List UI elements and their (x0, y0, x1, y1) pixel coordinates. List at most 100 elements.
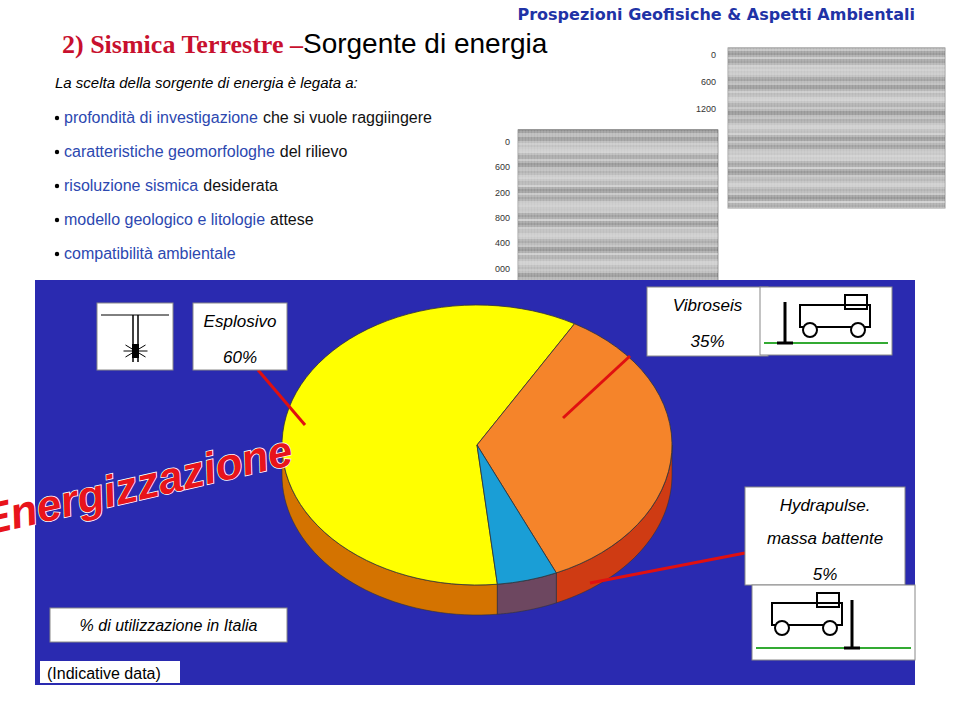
seismic-trace (563, 130, 564, 280)
seismic-trace (761, 48, 762, 208)
icon-cab (817, 593, 839, 607)
seismic-reflector (728, 138, 945, 139)
seismic-trace (770, 48, 771, 208)
icon-cab (845, 295, 867, 309)
seismic-trace (551, 130, 552, 280)
seismic-trace (842, 48, 843, 208)
seismic-reflector (728, 158, 945, 159)
seismic-reflector (728, 52, 945, 53)
seismic-reflector (728, 154, 945, 155)
slice-label: Esplosivo (204, 312, 277, 331)
seismic-trace (854, 48, 855, 208)
seismic-trace (581, 130, 582, 280)
seismic-trace (749, 48, 750, 208)
seismic-trace (665, 130, 666, 280)
leader-line (590, 553, 745, 583)
seismic-trace (713, 130, 714, 280)
seismic-trace (518, 130, 519, 280)
seismic-trace (917, 48, 918, 208)
bullet-part: profondità di investigazione (64, 109, 258, 126)
seismic-trace (944, 48, 945, 208)
seismic-trace (821, 48, 822, 208)
seismic-reflector (728, 200, 945, 201)
seismic-trace (614, 130, 615, 280)
seismic-trace (641, 130, 642, 280)
seismic-trace (548, 130, 549, 280)
seismic-trace (689, 130, 690, 280)
data-label: 35% (690, 332, 724, 351)
seismic-reflector (728, 194, 945, 195)
seismic-label: 200 (495, 188, 510, 198)
seismic-reflector (728, 132, 945, 133)
seismic-reflector (728, 176, 945, 177)
seismic-trace (650, 130, 651, 280)
bullet-part: modello geologico e litologie (64, 211, 265, 228)
seismic-reflector (728, 108, 945, 109)
slice-label: Vibroseis (673, 296, 743, 315)
icon-hydrapulse (752, 585, 915, 660)
leader-line (258, 370, 305, 425)
seismic-trace (890, 48, 891, 208)
seismic-trace (656, 130, 657, 280)
seismic-trace (602, 130, 603, 280)
seismic-label: 400 (495, 238, 510, 248)
pie-slice (477, 445, 556, 584)
seismic-trace (632, 130, 633, 280)
seismic-trace (863, 48, 864, 208)
seismic-reflector (728, 182, 945, 183)
seismic-label: 0 (711, 50, 716, 60)
seismic-trace (812, 48, 813, 208)
pie (282, 305, 672, 615)
bullet-part: che si vuole raggiingere (263, 109, 432, 126)
seismic-reflector (728, 96, 945, 97)
seismic-trace (572, 130, 573, 280)
bullet: modello geologico e litologieattese (64, 211, 314, 228)
slide: Prospezioni Geofisiche & Aspetti Ambient… (0, 0, 960, 702)
icon-box (760, 287, 892, 355)
seismic-reflector (728, 76, 945, 77)
seismic-reflector (728, 106, 945, 107)
icon-wheel (823, 621, 837, 635)
seismic-trace (797, 48, 798, 208)
seismic-trace (686, 130, 687, 280)
slice-label: Hydrapulse.massa battente (767, 496, 883, 548)
seismic-reflector (728, 204, 945, 205)
seismic-reflector (728, 170, 945, 171)
seismic-trace (566, 130, 567, 280)
seismic-label: 600 (701, 77, 716, 87)
seismic-trace (803, 48, 804, 208)
seismic-reflector (728, 62, 945, 63)
seismic-trace (743, 48, 744, 208)
seismic-label: 0 (505, 137, 510, 147)
seismic-reflector (728, 196, 945, 197)
seismic-trace (773, 48, 774, 208)
seismic-bg (518, 130, 718, 280)
seismic-trace (668, 130, 669, 280)
bullet-part: compatibilità ambientale (64, 245, 236, 262)
seismic-reflector (728, 124, 945, 125)
bullet: caratteristiche geomorfologhedel rilievo (64, 143, 347, 160)
seismic-trace (734, 48, 735, 208)
seismic-trace (791, 48, 792, 208)
icon-stroke (126, 345, 136, 351)
seismic-trace (710, 130, 711, 280)
seismic-trace (671, 130, 672, 280)
seismic-reflector (728, 164, 945, 165)
seismic-reflector (728, 90, 945, 91)
icon-wheel (775, 621, 789, 635)
seismic-trace (788, 48, 789, 208)
icon-wheel (803, 323, 817, 337)
title-part: 2) Sismica Terrestre – (62, 30, 304, 59)
seismic-image (728, 48, 945, 208)
seismic-reflector (728, 116, 945, 117)
seismic-reflector (728, 48, 945, 49)
seismic-trace (557, 130, 558, 280)
seismic-reflector (728, 136, 945, 137)
bullet-dot (55, 184, 59, 188)
bullet-part: risoluzione sismica (64, 177, 198, 194)
seismic-trace (875, 48, 876, 208)
bullet: risoluzione sismicadesiderata (64, 177, 278, 194)
seismic-reflector (728, 114, 945, 115)
seismic-reflector (728, 74, 945, 75)
seismic-trace (737, 48, 738, 208)
